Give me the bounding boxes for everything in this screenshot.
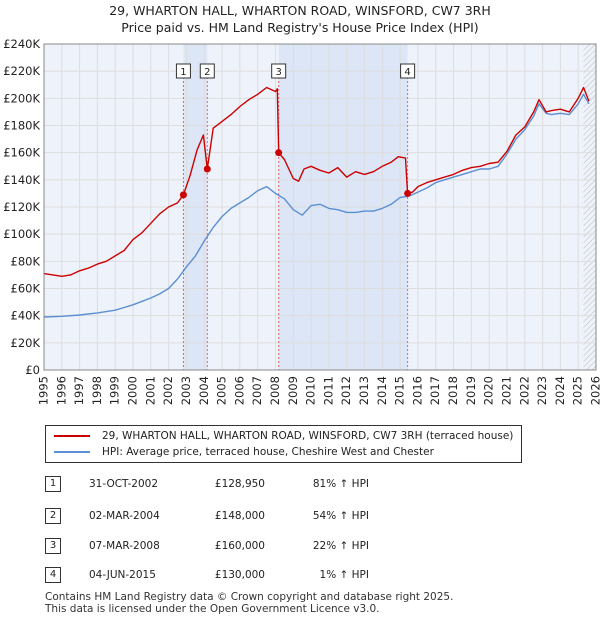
- transaction-label-box: [400, 63, 416, 79]
- x-tick-label: 2024: [553, 376, 567, 405]
- transaction-label: 4: [404, 67, 410, 78]
- y-tick-label: £40K: [11, 309, 41, 323]
- x-tick-label: 2018: [446, 376, 460, 405]
- x-tick-label: 2010: [304, 376, 318, 405]
- transaction-hpi: 1% ↑ HPI: [319, 569, 369, 581]
- transaction-label: 1: [180, 67, 186, 78]
- legend-label-hpi: HPI: Average price, terraced house, Ches…: [102, 446, 434, 458]
- transaction-label-box: [175, 63, 191, 79]
- legend-label-property: 29, WHARTON HALL, WHARTON ROAD, WINSFORD…: [102, 430, 514, 442]
- property-price-line: [43, 86, 590, 277]
- legend-swatch-property: [54, 435, 90, 437]
- x-tick-label: 2020: [482, 376, 496, 405]
- footer-copyright: Contains HM Land Registry data © Crown c…: [45, 591, 454, 603]
- y-tick-label: £240K: [3, 37, 40, 51]
- x-tick-label: 2015: [393, 376, 407, 405]
- x-tick-label: 2026: [589, 376, 600, 405]
- x-tick-label: 2022: [517, 376, 531, 405]
- x-tick-label: 2025: [571, 376, 585, 405]
- transaction-price: £128,950: [214, 478, 265, 490]
- footer-licence: This data is licensed under the Open Gov…: [45, 603, 380, 615]
- transaction-hpi: 54% ↑ HPI: [312, 510, 369, 522]
- x-tick-label: 2016: [410, 376, 424, 405]
- hpi-line: [43, 93, 590, 318]
- transaction-label-box: [199, 63, 215, 79]
- x-tick-label: 2019: [464, 376, 478, 405]
- x-tick-label: 1999: [108, 376, 122, 405]
- y-tick-label: £140K: [3, 173, 40, 187]
- price-chart: £0 £20K £40K £60K £80K £100K £120K £140K £160K £1…: [3, 37, 600, 405]
- x-tick-label: 1997: [72, 376, 86, 405]
- chart-subtitle: Price paid vs. HM Land Registry's House …: [121, 20, 479, 35]
- x-tick-label: 2008: [268, 376, 282, 405]
- x-tick-label: 2021: [499, 376, 513, 405]
- chart-legend: 29, WHARTON HALL, WHARTON ROAD, WINSFORD…: [45, 425, 522, 463]
- transaction-label: 2: [204, 67, 210, 78]
- y-tick-label: £60K: [11, 282, 41, 296]
- transaction-price: £148,000: [214, 510, 265, 522]
- y-tick-label: £220K: [3, 64, 40, 78]
- transaction-hpi: 81% ↑ HPI: [312, 478, 369, 490]
- plot-border: [43, 43, 597, 371]
- transaction-hpi: 22% ↑ HPI: [312, 540, 369, 552]
- x-tick-label: 1996: [54, 376, 68, 405]
- transaction-point: [203, 165, 211, 173]
- x-tick-label: 2012: [339, 376, 353, 405]
- x-tick-label: 2014: [375, 376, 389, 405]
- x-tick-label: 2006: [232, 376, 246, 405]
- transaction-date: 07-MAR-2008: [89, 540, 160, 552]
- y-tick-label: £180K: [3, 119, 40, 133]
- transaction-date: 31-OCT-2002: [89, 478, 158, 490]
- x-tick-label: 2002: [161, 376, 175, 405]
- y-tick-label: £200K: [3, 91, 40, 105]
- y-tick-label: £0: [25, 363, 40, 377]
- y-tick-label: £80K: [11, 254, 41, 268]
- transaction-date: 04-JUN-2015: [89, 569, 156, 581]
- legend-swatch-hpi: [54, 451, 90, 453]
- x-tick-label: 2003: [179, 376, 193, 405]
- x-tick-label: 2007: [250, 376, 264, 405]
- x-tick-label: 2017: [428, 376, 442, 405]
- transaction-point: [404, 189, 412, 197]
- x-tick-label: 2011: [321, 376, 335, 405]
- x-tick-label: 2013: [357, 376, 371, 405]
- transaction-label: 3: [276, 67, 282, 78]
- x-tick-label: 2005: [215, 376, 229, 405]
- y-tick-label: £120K: [3, 200, 40, 214]
- x-tick-label: 1998: [90, 376, 104, 405]
- transaction-label-box: [271, 63, 287, 79]
- transaction-number: 4: [45, 567, 61, 583]
- transaction-price: £130,000: [214, 569, 265, 581]
- transaction-number: 2: [45, 508, 61, 524]
- y-tick-label: £20K: [11, 336, 41, 350]
- transaction-point: [179, 191, 187, 199]
- x-tick-label: 2004: [197, 376, 211, 405]
- transaction-point: [275, 149, 283, 157]
- transaction-date: 02-MAR-2004: [89, 510, 160, 522]
- transaction-price: £160,000: [214, 540, 265, 552]
- y-tick-label: £160K: [3, 146, 40, 160]
- y-tick-label: £100K: [3, 227, 40, 241]
- x-tick-label: 2001: [143, 376, 157, 405]
- transaction-number: 1: [45, 476, 61, 492]
- x-tick-label: 2009: [286, 376, 300, 405]
- chart-title: 29, WHARTON HALL, WHARTON ROAD, WINSFORD…: [109, 3, 491, 18]
- x-tick-label: 2000: [126, 376, 140, 405]
- x-tick-label: 2023: [535, 376, 549, 405]
- x-tick-label: 1995: [37, 376, 51, 405]
- transaction-number: 3: [45, 538, 61, 554]
